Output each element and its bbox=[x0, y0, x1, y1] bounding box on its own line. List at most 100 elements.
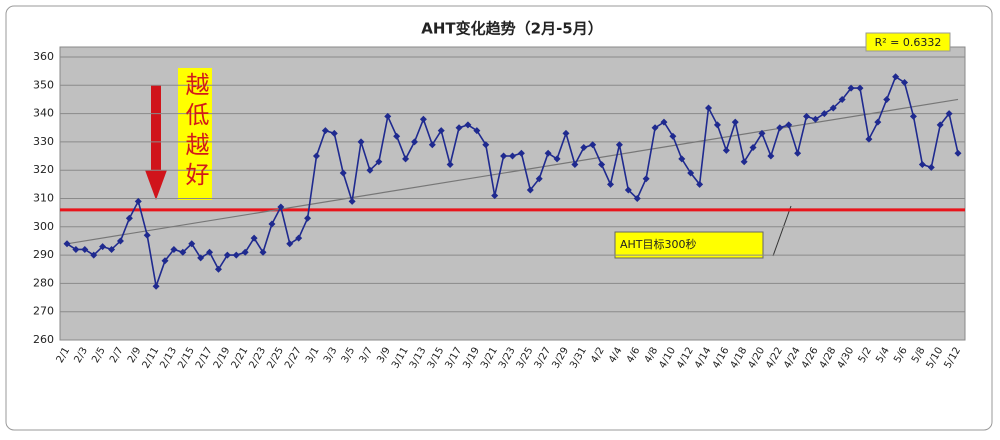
data-point bbox=[517, 149, 525, 157]
arrow-shaft bbox=[151, 85, 161, 170]
y-tick-label: 270 bbox=[33, 305, 54, 318]
data-point bbox=[909, 112, 917, 120]
data-point bbox=[214, 265, 222, 273]
trendline bbox=[66, 98, 959, 245]
data-point bbox=[847, 84, 855, 92]
data-point bbox=[927, 163, 935, 171]
data-point bbox=[384, 112, 392, 120]
data-point bbox=[722, 146, 730, 154]
data-point bbox=[152, 282, 160, 290]
data-point bbox=[464, 121, 472, 129]
data-point bbox=[553, 155, 561, 163]
data-point bbox=[678, 155, 686, 163]
data-point bbox=[410, 138, 418, 146]
data-point bbox=[740, 158, 748, 166]
data-point bbox=[607, 180, 615, 188]
data-point bbox=[509, 152, 516, 160]
y-tick-label: 320 bbox=[33, 163, 54, 176]
data-point bbox=[134, 197, 142, 205]
arrow-head bbox=[145, 170, 167, 200]
data-point bbox=[615, 141, 623, 149]
y-tick-label: 350 bbox=[33, 78, 54, 91]
data-point bbox=[954, 149, 962, 157]
y-tick-label: 330 bbox=[33, 135, 54, 148]
data-point bbox=[945, 110, 953, 118]
data-point bbox=[330, 129, 338, 137]
y-tick-label: 280 bbox=[33, 276, 54, 289]
data-point bbox=[295, 234, 303, 242]
data-point bbox=[125, 214, 133, 222]
data-point bbox=[535, 175, 543, 183]
data-point bbox=[811, 115, 819, 123]
data-point bbox=[232, 251, 240, 259]
data-point bbox=[446, 161, 454, 169]
data-point bbox=[642, 175, 650, 183]
annotation-box bbox=[178, 68, 212, 200]
data-point bbox=[865, 135, 873, 143]
data-point bbox=[72, 245, 80, 253]
data-point bbox=[829, 104, 837, 112]
y-tick-label: 290 bbox=[33, 248, 54, 261]
data-point bbox=[419, 115, 427, 123]
y-tick-label: 340 bbox=[33, 107, 54, 120]
data-point bbox=[731, 118, 739, 126]
data-point bbox=[838, 95, 846, 103]
data-point bbox=[241, 248, 249, 256]
data-point bbox=[143, 231, 151, 239]
y-tick-label: 260 bbox=[33, 333, 54, 346]
data-point bbox=[179, 248, 187, 256]
data-point bbox=[357, 138, 365, 146]
data-point bbox=[856, 84, 864, 92]
data-point bbox=[749, 144, 757, 152]
data-point bbox=[116, 237, 124, 245]
data-point bbox=[277, 203, 285, 211]
annotation-text: 越低越好 bbox=[181, 72, 209, 192]
data-point bbox=[767, 152, 775, 160]
data-point bbox=[589, 141, 597, 149]
data-point bbox=[544, 149, 552, 157]
data-point bbox=[348, 197, 356, 205]
data-point bbox=[188, 240, 196, 248]
data-point bbox=[660, 118, 668, 126]
data-point bbox=[892, 73, 900, 81]
data-point bbox=[223, 251, 231, 259]
data-point bbox=[794, 149, 802, 157]
data-point bbox=[803, 112, 811, 120]
data-point bbox=[571, 161, 579, 169]
data-point bbox=[393, 132, 401, 140]
data-point bbox=[63, 240, 71, 248]
data-point bbox=[482, 141, 490, 149]
data-point bbox=[473, 127, 481, 135]
data-point bbox=[81, 245, 89, 253]
data-point bbox=[633, 195, 641, 202]
y-tick-label: 310 bbox=[33, 192, 54, 205]
data-point bbox=[375, 158, 383, 166]
data-point bbox=[776, 124, 784, 132]
data-point bbox=[580, 144, 588, 152]
data-point bbox=[500, 152, 508, 160]
data-point bbox=[936, 121, 944, 129]
data-point bbox=[696, 180, 704, 188]
data-point bbox=[206, 248, 214, 256]
data-point bbox=[312, 152, 320, 160]
data-point bbox=[820, 110, 828, 118]
data-point bbox=[526, 186, 534, 194]
data-point bbox=[321, 127, 329, 135]
target-label: AHT目标300秒 bbox=[620, 237, 697, 251]
data-point bbox=[161, 257, 169, 265]
target-box bbox=[614, 231, 764, 259]
data-point bbox=[90, 251, 98, 259]
data-point bbox=[437, 127, 445, 135]
data-point bbox=[491, 192, 499, 200]
data-point bbox=[250, 234, 258, 242]
data-point bbox=[918, 161, 926, 169]
data-point bbox=[624, 186, 632, 194]
data-point bbox=[286, 240, 294, 248]
y-tick-label: 300 bbox=[33, 220, 54, 233]
data-point bbox=[304, 214, 312, 222]
r2-label: R² = 0.6332 bbox=[875, 36, 942, 49]
data-point bbox=[883, 95, 891, 103]
data-point bbox=[402, 155, 410, 163]
data-point bbox=[598, 161, 606, 169]
data-point bbox=[170, 245, 178, 253]
